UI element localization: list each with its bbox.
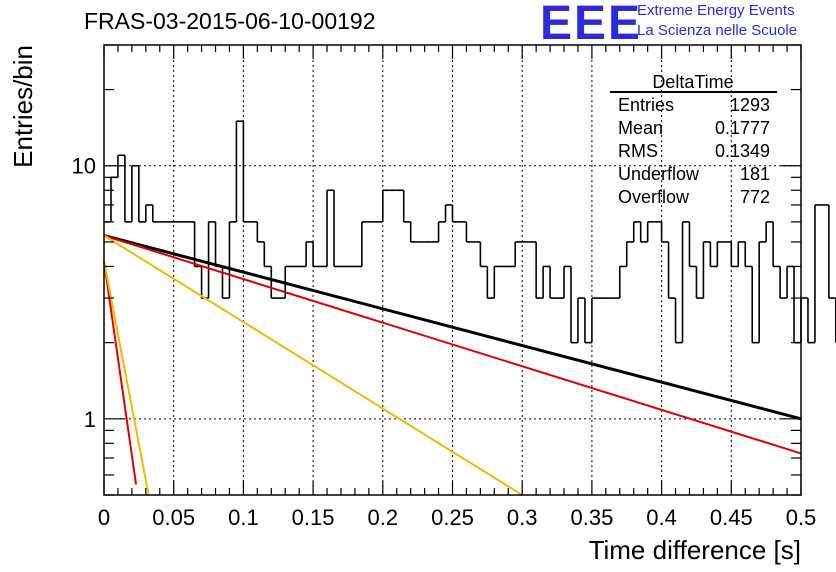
stats-label: Mean [618, 118, 663, 138]
y-tick-label: 10 [72, 154, 96, 179]
logo-line-1: Extreme Energy Events [637, 2, 795, 19]
x-tick-label: 0.15 [292, 505, 335, 530]
x-tick-label: 0 [98, 505, 110, 530]
x-tick-label: 0.5 [786, 505, 817, 530]
stats-label: Underflow [618, 164, 700, 184]
stats-value: 772 [740, 187, 770, 207]
x-tick-label: 0.1 [228, 505, 259, 530]
grid-lines [104, 45, 801, 495]
x-tick-labels: 0 0.05 0.1 0.15 0.2 0.25 0.3 0.35 0.4 0.45 0.5 [98, 505, 816, 530]
x-tick-label: 0.35 [570, 505, 613, 530]
stats-title: DeltaTime [652, 72, 733, 92]
fit-lines [103, 234, 802, 496]
stats-label: Entries [618, 95, 674, 115]
black-fit-line [103, 234, 802, 421]
stats-label: Overflow [618, 187, 690, 207]
x-tick-label: 0.45 [710, 505, 753, 530]
stats-value: 0.1777 [715, 118, 770, 138]
red-fit-line [103, 260, 138, 485]
chart-title: FRAS-03-2015-06-10-00192 [84, 8, 376, 34]
histogram-steps [104, 120, 836, 344]
x-tick-label: 0.4 [646, 505, 677, 530]
stats-value: 1293 [730, 95, 770, 115]
eee-logo: EEE [540, 0, 643, 50]
axis-ticks [103, 44, 802, 496]
x-axis-title: Time difference [s] [589, 535, 801, 565]
y-tick-label: 1 [84, 407, 96, 432]
stats-value: 0.1349 [715, 141, 770, 161]
x-tick-label: 0.3 [507, 505, 538, 530]
red-fit-line [103, 234, 802, 455]
stats-box: DeltaTime Entries 1293 Mean 0.1777 RMS 0.1349 U… [610, 72, 777, 207]
orange-fit-line [103, 234, 523, 496]
x-tick-label: 0.2 [368, 505, 399, 530]
orange-fit-line [103, 260, 150, 496]
y-tick-labels: 1 10 [72, 154, 96, 432]
stats-value: 181 [740, 164, 770, 184]
logo-line-2: La Scienza nelle Scuole [637, 22, 798, 39]
y-axis-title: Entries/bin [8, 45, 38, 168]
stats-label: RMS [618, 141, 658, 161]
x-tick-label: 0.25 [431, 505, 474, 530]
x-tick-label: 0.05 [152, 505, 195, 530]
